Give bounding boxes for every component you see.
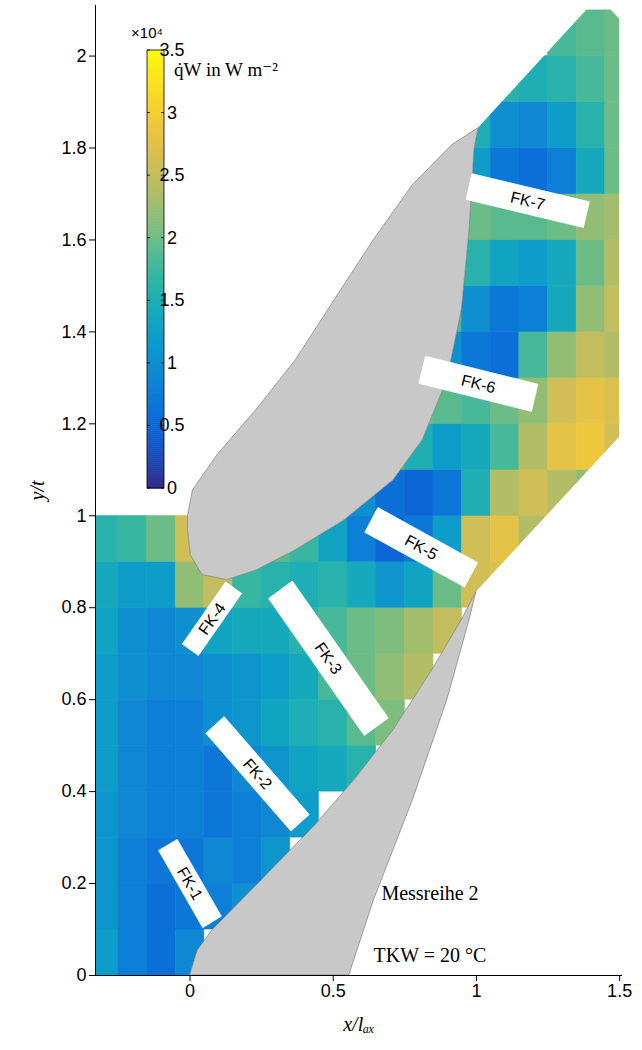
svg-text:3: 3: [167, 103, 177, 123]
svg-text:0.5: 0.5: [159, 415, 184, 435]
svg-text:0.4: 0.4: [61, 781, 86, 801]
svg-text:1.4: 1.4: [61, 322, 86, 342]
svg-text:1.5: 1.5: [159, 290, 184, 310]
svg-text:FK-1: FK-1: [174, 864, 206, 903]
svg-text:y/t: y/t: [26, 480, 49, 502]
svg-text:FK-3: FK-3: [311, 639, 345, 677]
svg-text:0.5: 0.5: [321, 981, 346, 1001]
svg-text:0.6: 0.6: [61, 689, 86, 709]
svg-text:q̇W in W m⁻²: q̇W in W m⁻²: [174, 59, 278, 80]
svg-text:3.5: 3.5: [159, 40, 184, 60]
svg-text:1: 1: [167, 353, 177, 373]
svg-text:FK-2: FK-2: [240, 755, 276, 792]
svg-text:TKW = 20 °C: TKW = 20 °C: [374, 944, 487, 966]
svg-text:2: 2: [167, 228, 177, 248]
svg-text:1: 1: [471, 981, 481, 1001]
svg-text:1.5: 1.5: [607, 981, 632, 1001]
svg-text:FK-4: FK-4: [195, 600, 229, 638]
svg-text:FK-6: FK-6: [460, 371, 498, 396]
svg-text:0: 0: [76, 965, 86, 985]
svg-text:FK-5: FK-5: [402, 532, 441, 564]
svg-text:×10⁴: ×10⁴: [131, 24, 163, 41]
svg-text:0: 0: [167, 478, 177, 498]
svg-text:2: 2: [76, 46, 86, 66]
svg-text:0.2: 0.2: [61, 873, 86, 893]
svg-text:1.6: 1.6: [61, 230, 86, 250]
svg-text:2.5: 2.5: [159, 165, 184, 185]
svg-text:FK-7: FK-7: [509, 188, 547, 213]
svg-text:x/lₐₓ: x/lₐₓ: [342, 1013, 375, 1035]
svg-text:1.8: 1.8: [61, 138, 86, 158]
svg-text:1: 1: [76, 506, 86, 526]
svg-text:1.2: 1.2: [61, 414, 86, 434]
svg-text:Messreihe 2: Messreihe 2: [381, 882, 478, 904]
svg-text:0.8: 0.8: [61, 597, 86, 617]
svg-text:0: 0: [185, 981, 195, 1001]
